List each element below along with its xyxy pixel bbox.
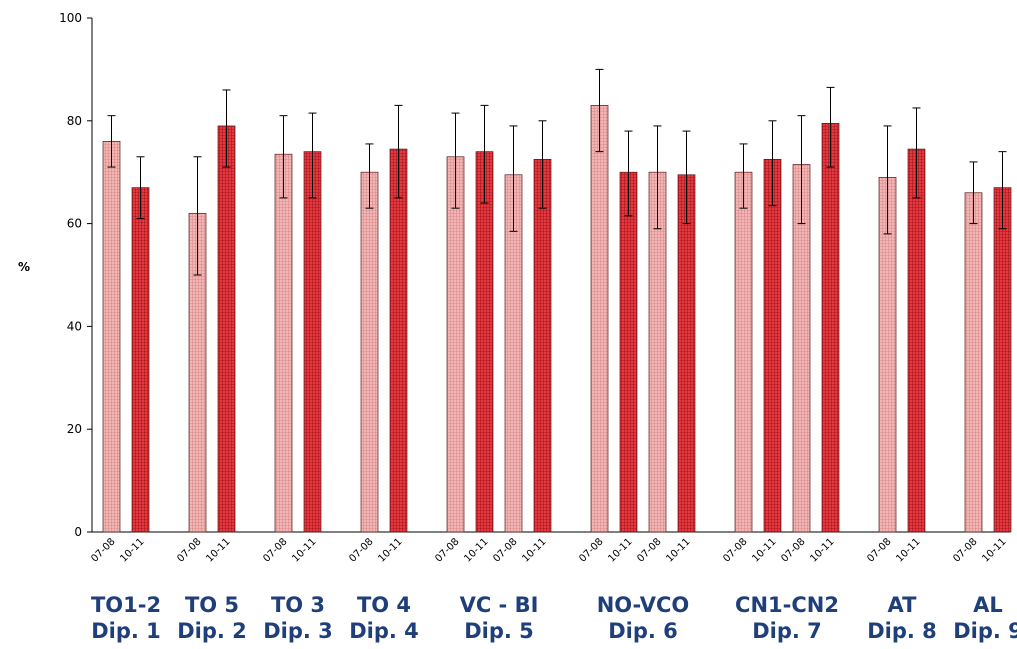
group-label: TO 3 Dip. 3 xyxy=(238,592,358,644)
y-tick-label: 20 xyxy=(67,422,82,436)
axes: 0 20 40 60 80 100 xyxy=(59,11,1010,539)
group-label: AT Dip. 8 xyxy=(842,592,962,644)
bar xyxy=(590,105,609,533)
group-label: TO 4 Dip. 4 xyxy=(324,592,444,644)
bar xyxy=(821,123,840,533)
x-tick-label: 10-11 xyxy=(290,536,318,564)
bar xyxy=(993,187,1012,533)
bar xyxy=(677,174,696,533)
group-dip: Dip. 7 xyxy=(752,619,822,643)
bar xyxy=(446,156,465,533)
y-axis-label: % xyxy=(18,260,30,274)
group-dip: Dip. 3 xyxy=(263,619,333,643)
group-name: TO1-2 xyxy=(90,593,162,617)
group-label: TO 5 Dip. 2 xyxy=(152,592,272,644)
group-name: TO 5 xyxy=(184,593,240,617)
group-name: CN1-CN2 xyxy=(735,593,839,617)
x-tick-label: 10-11 xyxy=(520,536,548,564)
y-tick-label: 80 xyxy=(67,114,82,128)
group-dip: Dip. 1 xyxy=(91,619,161,643)
group-label: NO-VCO Dip. 6 xyxy=(583,592,703,644)
bar xyxy=(907,148,926,533)
x-tick-label: 10-11 xyxy=(980,536,1008,564)
x-tick-label: 07-08 xyxy=(433,536,461,564)
x-tick-label: 10-11 xyxy=(664,536,692,564)
bar xyxy=(964,192,983,533)
x-tick-label: 07-08 xyxy=(261,536,289,564)
group-dip: Dip. 4 xyxy=(349,619,419,643)
x-tick-label: 07-08 xyxy=(721,536,749,564)
bar xyxy=(217,125,236,533)
x-tick-label: 10-11 xyxy=(808,536,836,564)
bar xyxy=(131,187,150,533)
x-tick-label: 10-11 xyxy=(376,536,404,564)
bar xyxy=(475,151,494,533)
x-tick-label: 10-11 xyxy=(606,536,634,564)
bar xyxy=(102,141,121,533)
bar xyxy=(619,171,638,533)
group-label: CN1-CN2 Dip. 7 xyxy=(727,592,847,644)
x-tick-label: 07-08 xyxy=(347,536,375,564)
x-tick-label: 10-11 xyxy=(118,536,146,564)
bar xyxy=(763,159,782,533)
bar xyxy=(389,148,408,533)
group-name: NO-VCO xyxy=(596,593,690,617)
x-tick-label: 07-08 xyxy=(951,536,979,564)
group-dip: Dip. 8 xyxy=(867,619,937,643)
x-tick-label: 07-08 xyxy=(175,536,203,564)
group-name: AT xyxy=(887,593,917,617)
x-tick-label: 07-08 xyxy=(491,536,519,564)
y-tick-label: 40 xyxy=(67,319,82,333)
group-label: VC - BI Dip. 5 xyxy=(439,592,559,644)
group-label: AL Dip. 9 xyxy=(928,592,1017,644)
group-name: AL xyxy=(973,593,1003,617)
x-tick-label: 07-08 xyxy=(635,536,663,564)
y-tick-label: 100 xyxy=(59,11,82,25)
group-name: TO 4 xyxy=(356,593,412,617)
group-dip: Dip. 5 xyxy=(464,619,534,643)
bar xyxy=(303,151,322,533)
x-tick-label: 07-08 xyxy=(865,536,893,564)
x-tick-label: 10-11 xyxy=(750,536,778,564)
x-tick-label: 07-08 xyxy=(89,536,117,564)
bar xyxy=(274,153,293,533)
x-tick-label: 07-08 xyxy=(577,536,605,564)
x-tick-label: 07-08 xyxy=(779,536,807,564)
bar xyxy=(533,159,552,533)
bar xyxy=(360,171,379,533)
y-tick-label: 60 xyxy=(67,217,82,231)
group-dip: Dip. 2 xyxy=(177,619,247,643)
y-tick-label: 0 xyxy=(74,525,82,539)
x-tick-label: 10-11 xyxy=(462,536,490,564)
x-tick-label: 10-11 xyxy=(894,536,922,564)
x-tick-label: 10-11 xyxy=(204,536,232,564)
bar xyxy=(734,171,753,533)
group-name: VC - BI xyxy=(459,593,539,617)
group-dip: Dip. 9 xyxy=(953,619,1017,643)
group-name: TO 3 xyxy=(270,593,326,617)
group-dip: Dip. 6 xyxy=(608,619,678,643)
group-label: TO1-2 Dip. 1 xyxy=(66,592,186,644)
bars-layer: 07-08 10-11 07-08 10-11 07-08 10-11 07-08 10-11… xyxy=(89,68,1012,565)
